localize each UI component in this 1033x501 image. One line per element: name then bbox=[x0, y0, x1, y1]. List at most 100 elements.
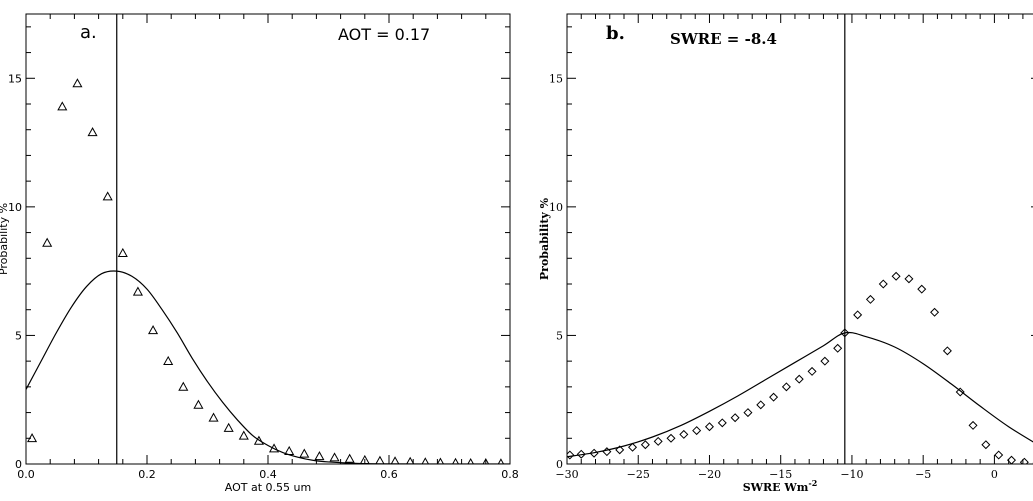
data-point-diamond bbox=[955, 387, 965, 397]
plot-frame bbox=[566, 13, 1033, 465]
data-point-diamond bbox=[878, 279, 888, 289]
data-point-triangle bbox=[436, 457, 445, 464]
data-point-triangle bbox=[57, 101, 68, 111]
data-point-triangle bbox=[148, 325, 159, 335]
x-axis-label-superscript: -2 bbox=[808, 478, 817, 488]
y-tick-label: 15 bbox=[549, 72, 563, 85]
x-axis-label: SWRE Wm-2 bbox=[743, 478, 818, 494]
data-point-diamond bbox=[567, 450, 575, 460]
x-tick-label: 0.8 bbox=[501, 468, 519, 481]
data-point-triangle bbox=[117, 247, 128, 258]
data-point-triangle bbox=[467, 457, 475, 464]
data-point-triangle bbox=[132, 286, 143, 296]
data-point-diamond bbox=[794, 374, 804, 384]
data-point-diamond bbox=[807, 366, 817, 376]
data-point-diamond bbox=[679, 429, 689, 439]
y-tick-label: 5 bbox=[15, 329, 22, 342]
data-point-triangle bbox=[238, 430, 249, 440]
data-point-triangle bbox=[375, 455, 385, 464]
x-tick-label: −30 bbox=[555, 468, 578, 481]
x-tick-label: −10 bbox=[840, 468, 863, 481]
data-point-triangle bbox=[42, 237, 53, 247]
data-point-diamond bbox=[865, 294, 875, 304]
data-point-triangle bbox=[497, 458, 505, 464]
y-tick-label: 15 bbox=[8, 72, 22, 85]
data-point-triangle bbox=[223, 422, 234, 432]
y-tick-label: 0 bbox=[556, 458, 563, 471]
data-point-diamond bbox=[756, 400, 766, 410]
data-point-triangle bbox=[359, 454, 370, 464]
data-point-diamond bbox=[615, 445, 625, 455]
data-point-triangle bbox=[299, 448, 310, 458]
data-point-diamond bbox=[666, 433, 676, 443]
annotation: AOT = 0.17 bbox=[338, 25, 430, 44]
data-point-diamond bbox=[891, 271, 901, 281]
fitted-curve bbox=[567, 331, 1033, 458]
data-point-diamond bbox=[942, 346, 952, 356]
data-point-triangle bbox=[344, 453, 355, 463]
data-point-triangle bbox=[314, 451, 325, 461]
data-point-diamond bbox=[602, 447, 612, 457]
panel-a-chart: 0.0 0.2 0.4 0.6 0.8 0 5 10 15 AOT at 0.55 um Proba… bbox=[0, 13, 519, 494]
data-point-diamond bbox=[704, 422, 714, 432]
data-point-diamond bbox=[904, 274, 914, 284]
data-point-diamond bbox=[840, 328, 850, 338]
data-point-diamond bbox=[589, 448, 599, 458]
data-point-diamond bbox=[820, 356, 830, 366]
data-point-diamond bbox=[1019, 457, 1029, 464]
data-point-diamond bbox=[653, 436, 663, 446]
data-point-diamond bbox=[833, 343, 843, 353]
plot-frame bbox=[25, 13, 511, 465]
data-point-diamond bbox=[628, 442, 638, 452]
data-point-triangle bbox=[329, 452, 340, 462]
data-point-diamond bbox=[576, 449, 586, 459]
data-point-diamond bbox=[781, 382, 791, 392]
annotation: SWRE = -8.4 bbox=[670, 30, 777, 48]
x-tick-label: −15 bbox=[769, 468, 792, 481]
data-point-diamond bbox=[743, 408, 753, 418]
data-point-diamond bbox=[981, 440, 991, 450]
data-point-diamond bbox=[717, 418, 727, 428]
data-point-triangle bbox=[421, 457, 430, 464]
data-point-diamond bbox=[640, 440, 650, 450]
y-tick-label: 10 bbox=[8, 201, 22, 214]
data-point-triangle bbox=[406, 456, 415, 464]
data-point-triangle bbox=[269, 443, 280, 453]
data-point-triangle bbox=[87, 127, 98, 137]
plot-marks bbox=[26, 14, 510, 464]
x-tick-label: 0 bbox=[991, 468, 998, 481]
data-point-diamond bbox=[853, 310, 863, 320]
plot-marks bbox=[567, 14, 1033, 464]
data-point-triangle bbox=[193, 399, 204, 409]
y-axis-label: Probability % bbox=[0, 203, 10, 275]
data-point-diamond bbox=[930, 307, 940, 317]
data-point-diamond bbox=[692, 426, 702, 436]
panel-b-chart: −30 −25 −20 −15 −10 −5 0 0 5 10 15 SWRE Wm-2 Probabi… bbox=[538, 13, 1033, 494]
data-point-triangle bbox=[208, 412, 219, 422]
x-axis-label: AOT at 0.55 um bbox=[225, 481, 311, 494]
x-tick-label: −5 bbox=[915, 468, 931, 481]
panel-label: a. bbox=[80, 22, 97, 43]
y-tick-label: 5 bbox=[556, 329, 563, 342]
x-tick-label: 0.2 bbox=[138, 468, 156, 481]
data-point-triangle bbox=[27, 433, 38, 443]
data-point-triangle bbox=[482, 457, 490, 464]
data-point-triangle bbox=[178, 381, 189, 391]
data-point-triangle bbox=[452, 457, 460, 464]
panel-label: b. bbox=[606, 23, 625, 44]
x-tick-label: −25 bbox=[627, 468, 650, 481]
fitted-curve bbox=[26, 270, 510, 464]
y-axis-label: Probability % bbox=[538, 197, 551, 280]
x-tick-label: 0.6 bbox=[380, 468, 398, 481]
data-point-triangle bbox=[284, 445, 295, 456]
x-tick-label: −20 bbox=[698, 468, 721, 481]
x-tick-label: 0.4 bbox=[259, 468, 277, 481]
data-point-triangle bbox=[102, 191, 113, 201]
data-point-diamond bbox=[730, 413, 740, 423]
y-tick-label: 0 bbox=[15, 458, 22, 471]
y-tick-label: 10 bbox=[549, 201, 563, 214]
data-point-diamond bbox=[769, 392, 779, 402]
data-point-diamond bbox=[1006, 455, 1017, 464]
